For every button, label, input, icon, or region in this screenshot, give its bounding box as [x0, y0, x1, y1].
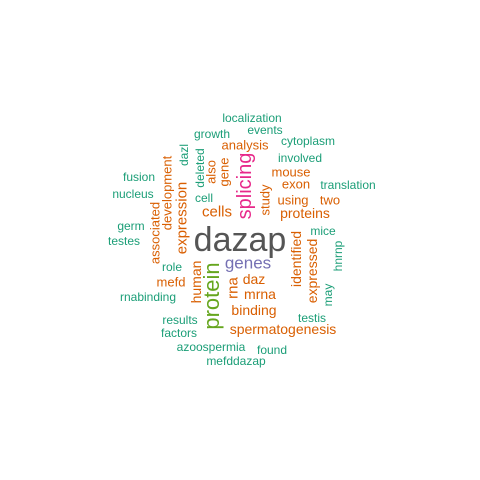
- word-expression: expression: [173, 181, 191, 255]
- word-hnrnp: hnrnp: [331, 240, 345, 272]
- word-daz: daz: [242, 271, 266, 287]
- word-may: may: [321, 283, 335, 307]
- word-cells: cells: [201, 203, 233, 221]
- word-role: role: [161, 260, 183, 274]
- word-rnabinding: rnabinding: [119, 290, 177, 304]
- word-mefddazap: mefddazap: [206, 354, 266, 368]
- word-events: events: [247, 123, 283, 137]
- word-mice: mice: [310, 224, 336, 238]
- word-spermatogenesis: spermatogenesis: [229, 321, 337, 337]
- word-using: using: [277, 192, 309, 208]
- word-growth: growth: [193, 127, 231, 141]
- word-mefd: mefd: [156, 274, 186, 290]
- word-translation: translation: [320, 178, 376, 192]
- word-protein: protein: [199, 262, 224, 330]
- word-study: study: [257, 184, 273, 216]
- word-results: results: [162, 313, 198, 327]
- word-fusion: fusion: [122, 170, 156, 184]
- word-dazl: dazl: [177, 143, 191, 167]
- word-expressed: expressed: [304, 238, 320, 304]
- word-factors: factors: [160, 326, 198, 340]
- word-identified: identified: [288, 230, 304, 288]
- word-associated: associated: [147, 201, 163, 265]
- word-found: found: [256, 343, 288, 357]
- word-exon: exon: [281, 176, 311, 192]
- word-localization: localization: [222, 111, 282, 125]
- word-rna: rna: [224, 277, 242, 299]
- word-azoospermia: azoospermia: [176, 340, 246, 354]
- word-testis: testis: [297, 311, 327, 325]
- word-analysis: analysis: [221, 137, 269, 153]
- word-cell: cell: [194, 191, 214, 205]
- word-mouse: mouse: [271, 164, 311, 180]
- word-dazap: dazap: [193, 221, 287, 259]
- word-binding: binding: [231, 302, 277, 318]
- word-human: human: [188, 260, 204, 304]
- word-splicing: splicing: [234, 152, 256, 220]
- word-nucleus: nucleus: [112, 187, 154, 201]
- word-germ: germ: [117, 219, 145, 233]
- word-gene: gene: [216, 157, 232, 187]
- word-mrna: mrna: [244, 286, 276, 302]
- word-cytoplasm: cytoplasm: [280, 134, 336, 148]
- word-two: two: [319, 192, 341, 208]
- word-involved: involved: [277, 151, 323, 165]
- word-deleted: deleted: [193, 148, 207, 188]
- word-genes: genes: [224, 253, 272, 273]
- word-testes: testes: [107, 234, 141, 248]
- word-proteins: proteins: [280, 205, 330, 221]
